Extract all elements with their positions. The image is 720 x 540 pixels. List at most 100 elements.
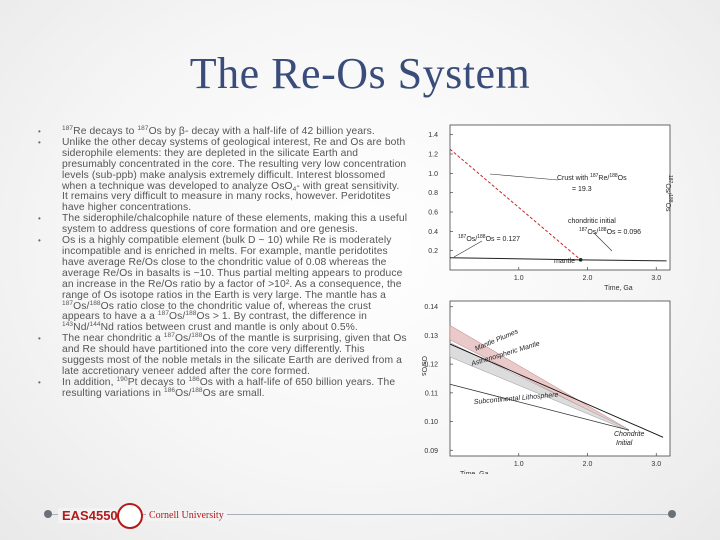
bullet-text: 188 xyxy=(191,332,203,340)
series-junction-point xyxy=(578,258,583,262)
y-tick-label: 0.8 xyxy=(428,190,438,197)
x-tick-label: 3.0 xyxy=(651,275,661,282)
bullet-text: Os of the mantle is surprising, given th… xyxy=(62,333,407,377)
bullet-text: 190 xyxy=(116,375,128,383)
bullet-text: Nd ratios between crust and mantle is on… xyxy=(100,322,358,334)
annotation-mantle-ratio: 187Os/188Os = 0.127 xyxy=(458,234,520,243)
bullet-marker: • xyxy=(38,377,41,387)
course-code: EAS4550 xyxy=(58,508,122,523)
y-tick-label: 0.13 xyxy=(424,333,438,340)
chart-os-isotope-evolution: 1.0 2.0 3.0 0.2 0.4 0.6 0.8 1.0 1.2 1.4 Time, Ga 18… xyxy=(428,124,673,292)
bullet-text: 186 xyxy=(164,386,176,394)
bullet-item: • In addition, 190Pt decays to 186Os with… xyxy=(38,375,408,400)
bullet-text: 4 xyxy=(292,185,297,193)
x-tick-label: 1.0 xyxy=(514,461,524,468)
y-axis-label: Os/Os xyxy=(420,356,427,376)
x-tick-label: 1.0 xyxy=(514,275,524,282)
y-tick-label: 1.0 xyxy=(428,171,438,178)
footer-dot-left xyxy=(44,510,52,518)
bullet-text: Os/ xyxy=(175,387,192,399)
y-tick-label: 0.2 xyxy=(428,248,438,255)
bullet-marker: • xyxy=(38,137,41,147)
x-axis-label: Time, Ga xyxy=(604,285,633,292)
chart-mantle-reservoirs: 1.0 2.0 3.0 0.09 0.10 0.11 0.12 0.13 0.14 Time, G… xyxy=(420,300,671,474)
y-tick-label: 1.4 xyxy=(428,132,438,139)
bullet-text: - with great sensitivity. It remains ver… xyxy=(62,180,400,214)
annotation-chondrite-2: Initial xyxy=(616,440,633,447)
bullet-text: 187 xyxy=(62,125,74,132)
bullet-text: Os by β- decay with a half-life of 42 bi… xyxy=(148,126,375,137)
y-tick-label: 0.12 xyxy=(424,362,438,369)
bullet-text: Os are small. xyxy=(202,387,265,399)
bullet-item: • Os is a highly compatible element (bulk… xyxy=(38,235,408,334)
annotation-chondritic-ratio: 187Os/188Os = 0.096 xyxy=(579,227,641,236)
bullet-text: 188 xyxy=(185,310,197,318)
plot-area xyxy=(449,300,671,457)
series-crust-line xyxy=(449,148,581,261)
footer: EAS4550 Cornell University xyxy=(0,500,720,536)
y-tick-label: 0.09 xyxy=(424,448,438,455)
x-tick-label: 3.0 xyxy=(651,461,661,468)
y-tick-label: 0.14 xyxy=(424,304,438,311)
bullet-marker: • xyxy=(38,334,41,344)
bullet-text: Os ratio close to the chondritic value o… xyxy=(62,300,372,323)
bullet-marker: • xyxy=(38,127,41,136)
bullet-list: • 187Re decays to 187Os by β- decay with … xyxy=(38,125,408,400)
bullet-text: 186 xyxy=(188,375,200,383)
bullet-text: Os/ xyxy=(174,333,192,345)
bullet-text: 188 xyxy=(89,299,101,307)
y-tick-label: 0.10 xyxy=(424,419,438,426)
slide-title: The Re-Os System xyxy=(189,49,531,98)
series-mantle-line xyxy=(449,257,581,261)
annotation-mantle: mantle xyxy=(554,258,575,265)
bullet-text: 187 xyxy=(157,310,170,318)
bullet-item: • The near chondritic a 187Os/188Os of th… xyxy=(38,332,408,378)
bullet-text: Os is a highly compatible element (bulk … xyxy=(62,235,403,301)
chondritic-pointer xyxy=(593,232,613,252)
bullet-text: Os/ xyxy=(169,311,186,323)
bullet-text: Pt decays to xyxy=(127,376,189,388)
bullet-text: Re decays to xyxy=(73,126,138,137)
y-tick-label: 0.4 xyxy=(428,229,438,236)
plot-area xyxy=(449,124,671,271)
annotation-chondritic: chondritic initial xyxy=(568,218,616,225)
series-asthenospheric-band xyxy=(449,342,629,432)
bullet-text: 188 xyxy=(191,386,203,394)
x-axis-label: Time, Ga xyxy=(460,471,489,474)
series-sclm-line xyxy=(449,383,629,431)
university-seal-icon xyxy=(117,503,143,529)
bullet-text: The near chondritic a xyxy=(62,333,164,345)
x-tick-label: 2.0 xyxy=(583,275,593,282)
bullet-text: 187 xyxy=(137,125,149,132)
y-tick-label: 1.2 xyxy=(428,152,438,159)
series-chondritic-line xyxy=(580,259,667,262)
bullet-text: Nd/ xyxy=(73,322,90,334)
bullet-text: Os > 1. By contrast, the difference in xyxy=(196,311,367,323)
bullet-text: 143 xyxy=(62,321,74,329)
bullet-item: • The siderophile/chalcophile nature of t… xyxy=(38,213,408,236)
crust-pointer xyxy=(489,173,559,181)
university-name: Cornell University xyxy=(146,510,227,521)
bullet-text: Os with a half-life of 650 billion years… xyxy=(62,376,396,399)
bullet-marker: • xyxy=(38,214,41,224)
series-chondrite-line xyxy=(449,343,664,438)
annotation-crust: Crust with 187Re/188Os xyxy=(557,173,627,182)
bullet-text: The siderophile/chalcophile nature of th… xyxy=(62,213,408,236)
bullet-text: 144 xyxy=(89,321,101,329)
bullet-item: • Unlike the other decay systems of geolo… xyxy=(38,136,408,214)
bullet-text: Os/ xyxy=(73,300,90,312)
annotation-crust-value: = 19.3 xyxy=(572,186,592,193)
bullet-item: • 187Re decays to 187Os by β- decay with … xyxy=(38,125,408,138)
footer-divider xyxy=(48,514,672,515)
bullet-text: In addition, xyxy=(62,376,117,388)
x-tick-label: 2.0 xyxy=(583,461,593,468)
bullet-text: Unlike the other decay systems of geolog… xyxy=(62,136,407,192)
y-axis-label: 187Os/188Os xyxy=(664,175,673,212)
footer-dot-right xyxy=(668,510,676,518)
bullet-marker: • xyxy=(38,236,41,246)
y-tick-label: 0.11 xyxy=(425,390,438,397)
y-tick-label: 0.6 xyxy=(428,210,438,217)
annotation-chondrite: Chondrite xyxy=(614,431,644,438)
bullet-text: 187 xyxy=(163,332,175,340)
bullet-text: 187 xyxy=(62,299,74,307)
